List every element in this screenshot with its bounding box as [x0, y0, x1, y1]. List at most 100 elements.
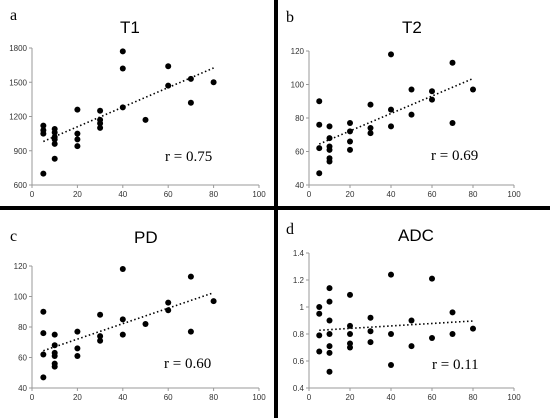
y-tick-label: 1.2	[293, 276, 305, 285]
data-point	[326, 317, 333, 324]
x-tick-label: 20	[346, 393, 355, 402]
data-point	[326, 135, 333, 142]
data-point	[51, 134, 58, 141]
x-tick-label: 80	[469, 190, 478, 199]
data-point	[367, 339, 374, 346]
data-point	[326, 123, 333, 130]
data-point	[429, 275, 435, 282]
data-point	[316, 121, 323, 128]
panel-label: b	[286, 9, 294, 26]
panel-title: T1	[120, 18, 140, 37]
data-point	[326, 343, 333, 350]
panel-title: T2	[402, 18, 422, 37]
data-point	[429, 335, 435, 342]
data-point	[97, 124, 104, 131]
x-tick-label: 100	[252, 190, 266, 199]
panel-title: PD	[134, 228, 158, 247]
x-tick-label: 40	[387, 190, 396, 199]
data-point	[187, 328, 194, 335]
trendline	[318, 77, 474, 145]
data-point	[97, 333, 104, 340]
x-tick-label: 80	[209, 190, 218, 199]
data-point	[326, 331, 333, 337]
data-point	[326, 349, 333, 356]
x-tick-label: 60	[428, 190, 437, 199]
x-tick-label: 100	[507, 190, 521, 199]
y-tick-label: 1800	[9, 44, 27, 53]
data-point	[51, 360, 58, 367]
x-tick-label: 20	[73, 393, 82, 402]
x-tick-label: 0	[30, 393, 35, 402]
y-tick-label: 100	[14, 293, 28, 302]
y-tick-label: 0.8	[293, 330, 305, 339]
data-point	[347, 146, 353, 153]
data-point	[74, 352, 81, 359]
data-point	[367, 101, 374, 108]
data-point	[449, 120, 456, 127]
y-tick-label: 40	[18, 384, 27, 393]
y-tick-label: 0.6	[293, 357, 305, 366]
x-tick-label: 100	[252, 393, 266, 402]
data-point	[40, 127, 47, 134]
y-tick-label: 60	[18, 354, 27, 363]
data-point	[347, 120, 353, 127]
y-tick-label: 60	[295, 148, 304, 157]
panel-a: 0 20 40 60 80 100 600 900 1200 1500 1800 a T1 r = 0.7…	[9, 7, 266, 199]
data-point	[40, 330, 47, 337]
data-point	[367, 130, 374, 137]
panel-title: ADC	[398, 226, 434, 245]
panel-label: c	[10, 228, 17, 245]
x-tick-label: 0	[307, 190, 312, 199]
data-point	[347, 138, 353, 145]
y-tick-label: 900	[14, 147, 28, 156]
data-point	[165, 63, 172, 70]
panel-d: 0 20 40 60 80 100 0.4 0.6 0.8 1 1.2 1.4 d ADC r = 0.11	[286, 221, 521, 402]
data-point	[367, 125, 374, 132]
data-point	[119, 65, 126, 72]
y-tick-label: 120	[14, 262, 28, 271]
data-point	[408, 111, 415, 118]
data-point	[51, 140, 58, 147]
data-point	[97, 337, 104, 344]
y-tick-label: 0.4	[293, 384, 305, 393]
trendline	[43, 291, 214, 352]
data-point	[347, 340, 353, 347]
data-point	[97, 311, 104, 318]
data-point	[367, 314, 374, 321]
data-point	[326, 285, 333, 292]
data-point	[408, 343, 415, 350]
x-tick-label: 0	[307, 393, 312, 402]
data-point	[40, 308, 47, 315]
data-point	[326, 298, 333, 305]
x-tick-label: 40	[118, 190, 127, 199]
data-point	[74, 136, 81, 143]
y-tick-label: 600	[14, 181, 28, 190]
data-point	[347, 128, 353, 135]
correlation-annotation: r = 0.60	[164, 356, 211, 372]
y-tick-label: 100	[291, 81, 305, 90]
data-point	[388, 271, 394, 278]
data-point	[165, 307, 172, 314]
data-point	[165, 299, 172, 306]
data-point	[449, 331, 456, 337]
data-point	[367, 328, 374, 335]
data-point	[316, 170, 323, 177]
data-point	[210, 298, 217, 305]
data-point	[187, 75, 194, 82]
data-point	[388, 51, 394, 58]
data-point	[74, 345, 81, 352]
data-point	[119, 48, 126, 55]
x-tick-label: 40	[118, 393, 127, 402]
data-point	[429, 88, 435, 95]
trendline	[43, 67, 214, 143]
data-point	[40, 351, 47, 358]
data-point	[388, 362, 394, 369]
y-tick-label: 1500	[9, 78, 27, 87]
data-point	[316, 145, 323, 152]
y-tick-label: 1.4	[293, 249, 305, 258]
data-point	[347, 322, 353, 329]
data-point	[429, 96, 435, 103]
data-point	[316, 304, 323, 310]
